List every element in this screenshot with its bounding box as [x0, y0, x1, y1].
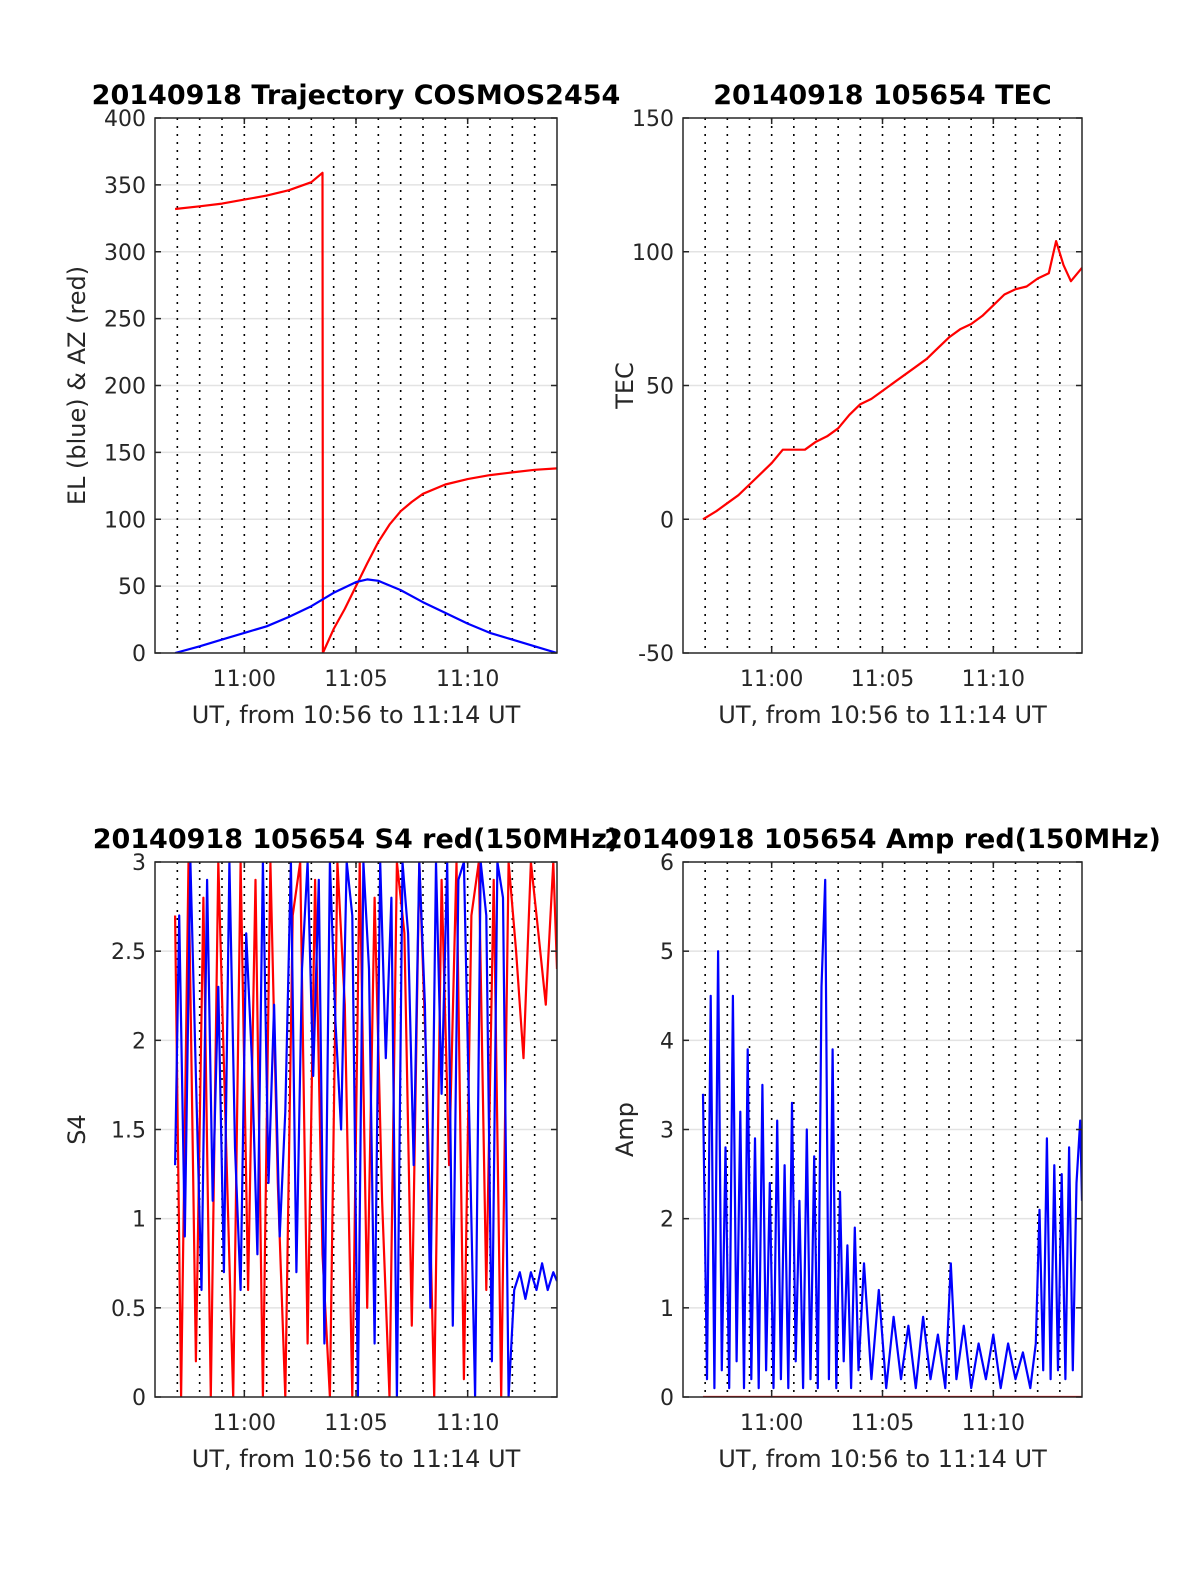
y-tick-label: 3 [132, 851, 146, 876]
x-tick-label: 11:00 [740, 1411, 803, 1436]
y-tick-label: 2 [132, 1029, 146, 1054]
y-tick-label: 0 [132, 642, 146, 667]
y-tick-label: 250 [104, 308, 146, 333]
series-line-0 [174, 171, 557, 653]
chart-tec: -50 0 50 100 150 11:00 11:05 11:10 20140918 1056… [611, 80, 1083, 729]
x-tick-label: 11:05 [851, 667, 914, 692]
chart-title: 20140918 105654 S4 red(150MHz) [93, 824, 620, 855]
chart-title: 20140918 105654 Amp red(150MHz) [604, 824, 1161, 855]
series-line-1 [174, 862, 557, 1397]
y-tick-label: 300 [104, 241, 146, 266]
y-tick-label: 2.5 [111, 940, 146, 965]
y-tick-label: 100 [632, 241, 674, 266]
x-axis-label: UT, from 10:56 to 11:14 UT [192, 701, 521, 729]
y-tick-label: 5 [660, 940, 674, 965]
y-tick-label: 0 [660, 508, 674, 533]
chart-title: 20140918 105654 TEC [713, 80, 1052, 111]
y-tick-label: -50 [638, 642, 674, 667]
series-group [701, 878, 1082, 1397]
y-tick-label: 1 [132, 1208, 146, 1233]
series-group [174, 171, 557, 653]
series-line-1 [174, 578, 557, 653]
y-tick-label: 350 [104, 174, 146, 199]
y-tick-label: 2 [660, 1208, 674, 1233]
x-tick-label: 11:10 [962, 667, 1025, 692]
x-tick-label: 11:10 [436, 1411, 499, 1436]
chart-amp: 0 1 2 3 4 5 6 11:00 11:05 11:10 20140918 105654 Am… [604, 824, 1161, 1473]
x-tick-label: 11:00 [213, 1411, 276, 1436]
y-tick-label: 400 [104, 107, 146, 132]
y-tick-label: 4 [660, 1029, 674, 1054]
x-axis-label: UT, from 10:56 to 11:14 UT [718, 701, 1047, 729]
chart-traj: 0 50 100 150 200 250 300 350 400 11:00 11:05 11:10 2… [63, 80, 620, 729]
y-tick-label: 6 [660, 851, 674, 876]
series-line-0 [702, 240, 1082, 521]
y-tick-label: 1 [660, 1297, 674, 1322]
x-tick-label: 11:10 [436, 667, 499, 692]
y-tick-label: 3 [660, 1119, 674, 1144]
y-tick-label: 0 [660, 1386, 674, 1411]
x-tick-label: 11:00 [213, 667, 276, 692]
y-axis-label: TEC [611, 362, 639, 410]
x-axis-label: UT, from 10:56 to 11:14 UT [718, 1445, 1047, 1473]
y-tick-label: 50 [646, 375, 674, 400]
x-tick-label: 11:10 [962, 1411, 1025, 1436]
y-axis-label: S4 [63, 1114, 91, 1145]
y-tick-label: 0.5 [111, 1297, 146, 1322]
series-group [702, 240, 1082, 521]
x-axis-label: UT, from 10:56 to 11:14 UT [192, 1445, 521, 1473]
y-tick-label: 100 [104, 508, 146, 533]
x-tick-label: 11:05 [324, 1411, 387, 1436]
series-line-0 [701, 878, 1082, 1390]
y-tick-label: 50 [118, 575, 146, 600]
x-tick-label: 11:00 [740, 667, 803, 692]
y-tick-label: 1.5 [111, 1119, 146, 1144]
chart-title: 20140918 Trajectory COSMOS2454 [92, 80, 621, 111]
y-tick-label: 150 [632, 107, 674, 132]
y-tick-label: 200 [104, 375, 146, 400]
x-tick-label: 11:05 [851, 1411, 914, 1436]
chart-s4: 0 0.5 1 1.5 2 2.5 3 11:00 11:05 11:10 20140918 105… [63, 824, 619, 1473]
y-tick-label: 0 [132, 1386, 146, 1411]
y-tick-label: 150 [104, 441, 146, 466]
x-tick-label: 11:05 [324, 667, 387, 692]
y-axis-label: Amp [611, 1102, 639, 1157]
y-axis-label: EL (blue) & AZ (red) [63, 266, 91, 505]
series-group [174, 862, 557, 1397]
